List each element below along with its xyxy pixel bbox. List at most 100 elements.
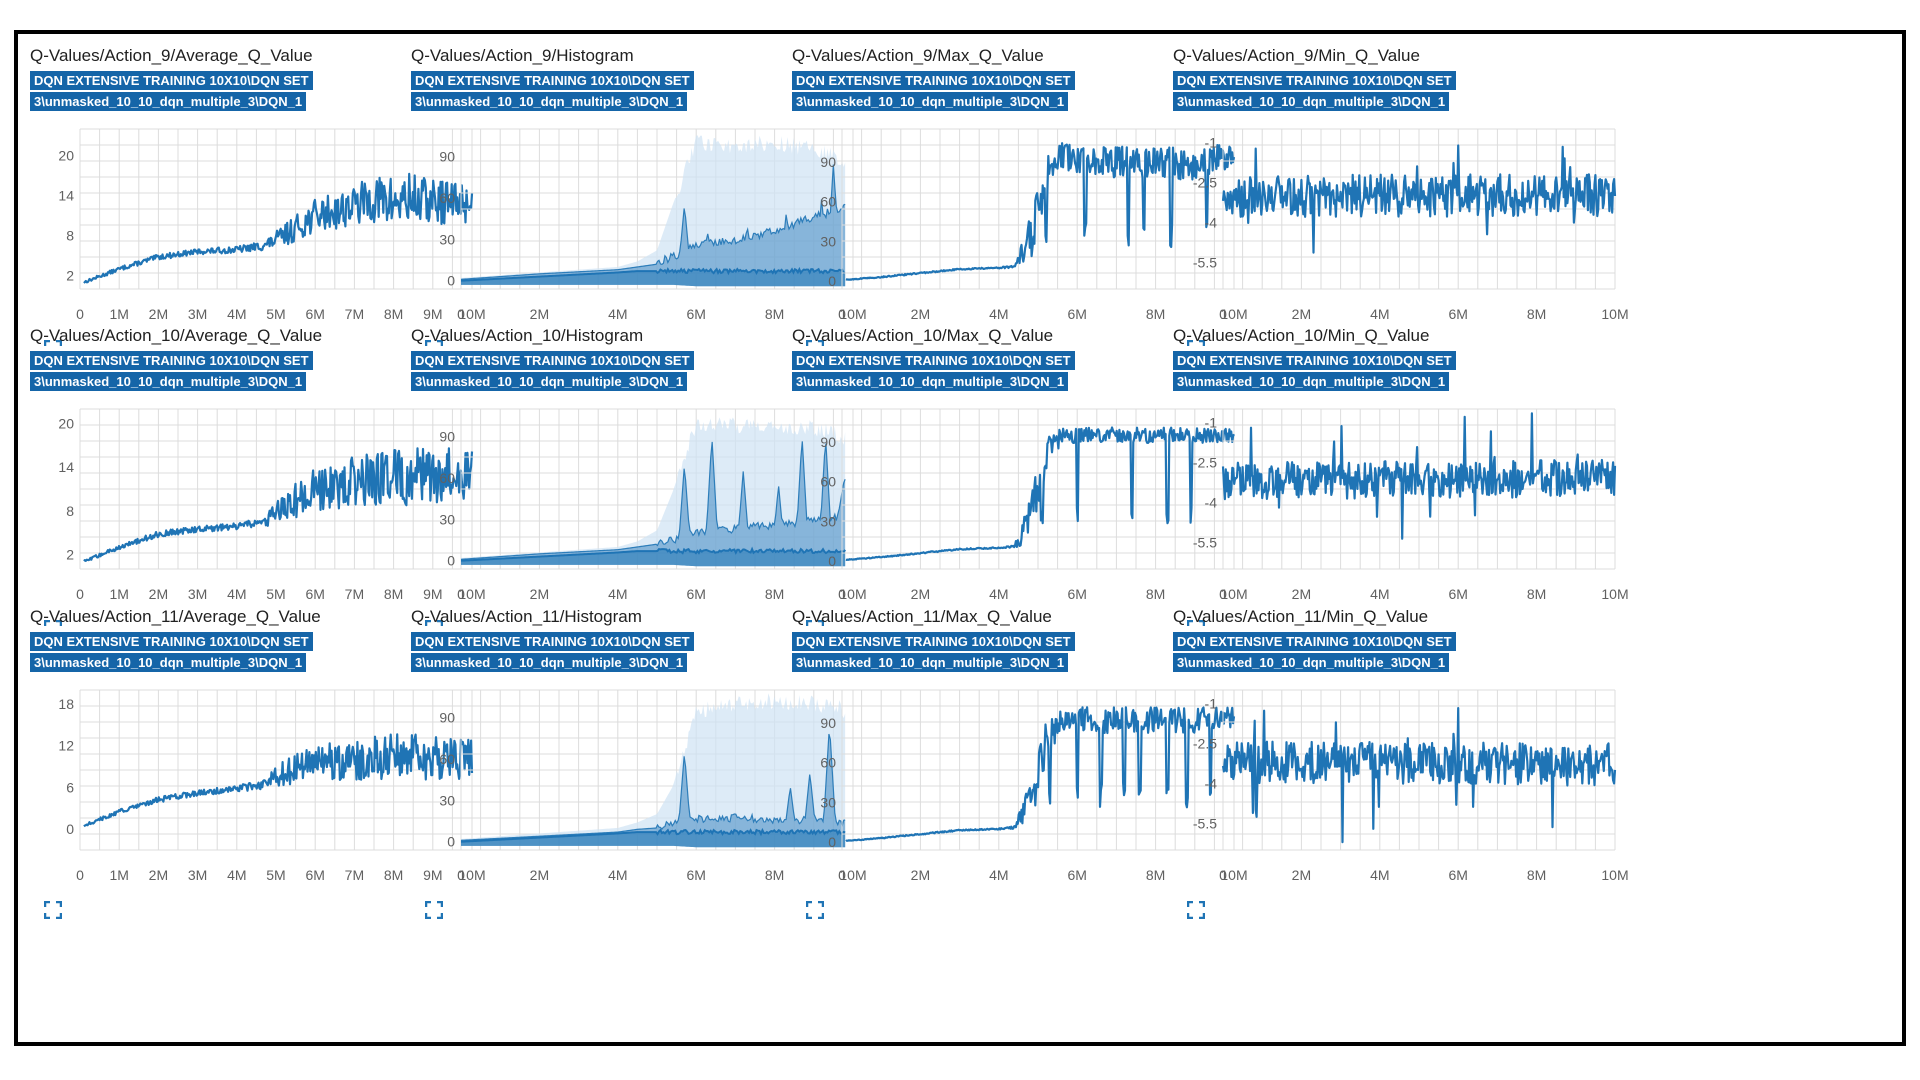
x-tick-label: 6M [1067,867,1086,883]
fullscreen-icon[interactable] [44,340,62,358]
x-tick-label: 0 [457,867,465,883]
run-tag-line-1: DQN EXTENSIVE TRAINING 10X10\DQN SET [792,351,1075,370]
chart-plot-6: 0 30 60 90 0 2M 4M 6M 8M 10M [439,408,867,602]
run-tag-line-2: 3\unmasked_10_10_dqn_multiple_3\DQN_1 [411,653,688,672]
histogram-mid-band [461,441,846,567]
y-tick-label: 30 [820,794,836,810]
fullscreen-icon[interactable] [806,901,824,919]
x-tick-label: 4M [989,306,1008,322]
chart-plot-9: 0 6 12 18 0 1M 2M 3M 4M 5M 6M 7M 8M 9M 10M [58,689,486,883]
y-tick-label: -2.5 [1193,454,1217,470]
fullscreen-icon[interactable] [44,901,62,919]
scalar-card-1: Q-Values/Action_9/Average_Q_Value DQN EX… [22,34,490,374]
scalar-card-5: Q-Values/Action_10/Average_Q_Value DQN E… [22,314,490,654]
run-tag-line-1: DQN EXTENSIVE TRAINING 10X10\DQN SET [792,632,1075,651]
scalar-card-11: Q-Values/Action_11/Max_Q_Value DQN EXTEN… [784,595,1252,935]
y-tick-label: -4 [1205,494,1218,510]
series-line [845,426,1235,561]
x-tick-label: 1M [109,306,128,322]
y-tick-label: 14 [58,188,74,204]
y-tick-label: 30 [439,231,455,247]
y-tick-label: 0 [828,553,836,569]
series-line [845,706,1236,843]
grid-lines [841,128,1235,290]
card-title: Q-Values/Action_9/Max_Q_Value [792,46,1044,65]
scalar-cards-grid: Q-Values/Action_9/Average_Q_Value DQN EX… [18,34,1902,1042]
run-tag-line-1: DQN EXTENSIVE TRAINING 10X10\DQN SET [411,632,694,651]
fullscreen-icon[interactable] [425,901,443,919]
y-tick-label: 60 [439,751,455,767]
fullscreen-icon[interactable] [1187,901,1205,919]
x-tick-label: 7M [345,306,364,322]
chart-plot-5: 2 8 14 20 0 1M 2M 3M 4M 5M 6M 7M 8M 9M 10M [58,408,486,602]
card-title: Q-Values/Action_11/Max_Q_Value [792,607,1052,626]
histogram-median-line [460,546,846,562]
x-tick-label: 8M [384,586,403,602]
fullscreen-icon[interactable] [1187,620,1205,638]
histogram-inner-band [461,269,846,287]
chart-plot-11: 0 30 60 90 0 2M 4M 6M 8M 10M [820,689,1248,883]
scalar-card-9: Q-Values/Action_11/Average_Q_Value DQN E… [22,595,490,935]
x-tick-label: 8M [1146,306,1165,322]
run-tag-line-1: DQN EXTENSIVE TRAINING 10X10\DQN SET [792,71,1075,90]
x-tick-label: 10M [458,867,485,883]
x-tick-label: 8M [1527,586,1546,602]
x-tick-label: 10M [1220,586,1247,602]
scalar-card-2: Q-Values/Action_9/Histogram DQN EXTENSIV… [403,34,871,374]
x-tick-label: 4M [227,867,246,883]
y-tick-label: 0 [828,273,836,289]
x-tick-label: 4M [608,586,627,602]
scalar-card-6: Q-Values/Action_10/Histogram DQN EXTENSI… [403,314,871,654]
x-tick-label: 2M [530,586,549,602]
card-title: Q-Values/Action_10/Average_Q_Value [30,326,323,345]
y-tick-label: 20 [58,148,74,164]
scalar-card-10: Q-Values/Action_11/Histogram DQN EXTENSI… [403,595,871,935]
y-tick-label: -1 [1205,695,1218,711]
x-tick-label: 3M [188,306,207,322]
x-tick-label: 0 [76,586,84,602]
chart-plot-3: 0 30 60 90 0 2M 4M 6M 8M 10M [820,128,1248,322]
scalar-card-8: Q-Values/Action_10/Min_Q_Value DQN EXTEN… [1165,314,1633,654]
x-tick-label: 4M [227,306,246,322]
x-tick-label: 6M [686,586,705,602]
y-tick-label: 60 [820,755,836,771]
x-tick-label: 6M [1448,306,1467,322]
x-tick-label: 8M [384,306,403,322]
fullscreen-icon[interactable] [425,620,443,638]
y-tick-label: -2.5 [1193,174,1217,190]
x-tick-label: 2M [1292,306,1311,322]
grid-lines [79,689,473,851]
x-tick-label: 10M [839,867,866,883]
run-tag-line-2: 3\unmasked_10_10_dqn_multiple_3\DQN_1 [411,92,688,111]
x-tick-label: 4M [1370,306,1389,322]
y-tick-label: 90 [820,434,836,450]
fullscreen-icon[interactable] [806,620,824,638]
run-tag-line-1: DQN EXTENSIVE TRAINING 10X10\DQN SET [30,71,313,90]
x-tick-label: 0 [838,306,846,322]
x-tick-label: 4M [989,867,1008,883]
x-tick-label: 9M [423,306,442,322]
y-tick-label: 30 [439,511,455,527]
chart-plot-1: 2 8 14 20 0 1M 2M 3M 4M 5M 6M 7M 8M 9M 10M [58,128,486,322]
x-tick-label: 2M [149,586,168,602]
x-tick-label: 10M [839,306,866,322]
run-tag-line-2: 3\unmasked_10_10_dqn_multiple_3\DQN_1 [1173,372,1450,391]
fullscreen-icon[interactable] [1187,340,1205,358]
x-tick-label: 2M [530,867,549,883]
histogram-upper-line [460,441,846,560]
card-title: Q-Values/Action_10/Max_Q_Value [792,326,1054,345]
scalar-card-4: Q-Values/Action_9/Min_Q_Value DQN EXTENS… [1165,34,1633,374]
run-tag-line-1: DQN EXTENSIVE TRAINING 10X10\DQN SET [1173,351,1456,370]
card-title: Q-Values/Action_9/Histogram [411,46,634,65]
series-line [83,172,474,284]
x-tick-label: 2M [911,306,930,322]
chart-plot-7: 0 30 60 90 0 2M 4M 6M 8M 10M [820,408,1248,602]
y-tick-label: 60 [820,194,836,210]
fullscreen-icon[interactable] [806,340,824,358]
fullscreen-icon[interactable] [425,340,443,358]
x-tick-label: 0 [76,867,84,883]
x-tick-label: 2M [530,306,549,322]
fullscreen-icon[interactable] [44,620,62,638]
x-tick-label: 10M [1220,306,1247,322]
x-tick-label: 3M [188,867,207,883]
